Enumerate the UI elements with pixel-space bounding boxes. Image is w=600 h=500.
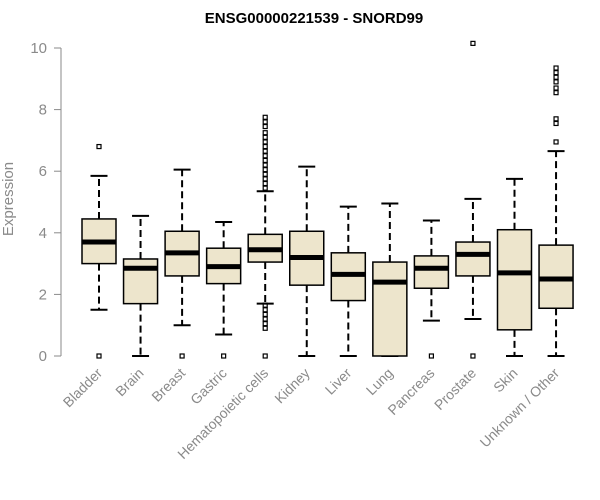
- y-tick-label: 2: [39, 286, 47, 303]
- box-liver: [330, 205, 367, 357]
- outlier-point: [553, 139, 559, 145]
- box-series: [81, 40, 574, 359]
- x-category-label: Breast: [148, 365, 188, 405]
- box-iqr: [413, 255, 450, 289]
- x-category-label: Prostate: [431, 365, 479, 413]
- box-iqr: [122, 258, 159, 305]
- outlier-point: [262, 171, 268, 177]
- outlier-point: [179, 353, 185, 359]
- outlier-point: [262, 134, 268, 140]
- outlier-point: [262, 311, 268, 318]
- outlier-point: [470, 40, 476, 46]
- box-unknown-other: [538, 65, 574, 357]
- y-tick-label: 4: [39, 225, 47, 242]
- box-hematopoietic-cells: [247, 114, 283, 359]
- box-gastric: [205, 221, 242, 359]
- box-iqr: [372, 261, 408, 357]
- box-iqr: [455, 241, 491, 277]
- y-tick-label: 10: [30, 40, 47, 57]
- y-tick-label: 0: [39, 348, 47, 365]
- outlier-point: [262, 316, 268, 322]
- outlier-point: [221, 353, 227, 359]
- outlier-point: [262, 139, 268, 145]
- box-lung: [372, 202, 408, 357]
- outlier-point: [262, 353, 268, 359]
- box-prostate: [455, 40, 491, 359]
- box-bladder: [81, 143, 117, 359]
- outlier-point: [553, 79, 559, 85]
- box-pancreas: [413, 219, 450, 359]
- outlier-point: [553, 120, 559, 127]
- x-category-label: Bladder: [60, 365, 106, 411]
- outlier-point: [262, 143, 268, 150]
- outlier-point: [553, 116, 559, 122]
- y-axis-label: Expression: [0, 162, 17, 236]
- x-category-label: Skin: [490, 365, 521, 396]
- outlier-point: [262, 153, 268, 159]
- y-axis: 0 2 4 6 8 10: [30, 40, 62, 365]
- outlier-point: [553, 90, 559, 96]
- outlier-point: [262, 157, 268, 164]
- outlier-point: [262, 307, 268, 313]
- outlier-point: [428, 353, 434, 359]
- outlier-point: [262, 325, 268, 331]
- outlier-point: [553, 74, 559, 80]
- box-brain: [122, 214, 159, 357]
- outlier-point: [553, 65, 559, 71]
- outlier-point: [262, 180, 268, 187]
- outlier-point: [262, 321, 268, 327]
- outlier-point: [262, 123, 268, 130]
- outlier-point: [96, 143, 102, 150]
- outlier-point: [262, 119, 268, 125]
- outlier-point: [262, 167, 268, 173]
- outlier-point: [262, 176, 268, 182]
- outlier-point: [553, 85, 559, 91]
- y-tick-label: 6: [39, 163, 47, 180]
- x-category-label: Kidney: [271, 365, 313, 407]
- x-category-label: Liver: [322, 365, 355, 398]
- outlier-point: [262, 114, 268, 120]
- chart-title: ENSG00000221539 - SNORD99: [205, 10, 423, 27]
- box-kidney: [289, 165, 325, 357]
- outlier-point: [262, 148, 268, 154]
- box-skin: [496, 177, 533, 357]
- x-category-label: Unknown / Other: [477, 365, 563, 451]
- box-breast: [164, 168, 200, 359]
- x-category-label: Lung: [363, 365, 396, 398]
- x-category-label: Brain: [112, 365, 146, 399]
- outlier-point: [96, 353, 102, 359]
- outlier-point: [262, 162, 268, 168]
- outlier-point: [470, 353, 476, 359]
- outlier-point: [262, 130, 268, 136]
- outlier-point: [262, 302, 268, 308]
- outlier-point: [262, 185, 268, 191]
- box-iqr: [496, 228, 533, 331]
- y-tick-label: 8: [39, 102, 47, 119]
- outlier-point: [553, 70, 559, 76]
